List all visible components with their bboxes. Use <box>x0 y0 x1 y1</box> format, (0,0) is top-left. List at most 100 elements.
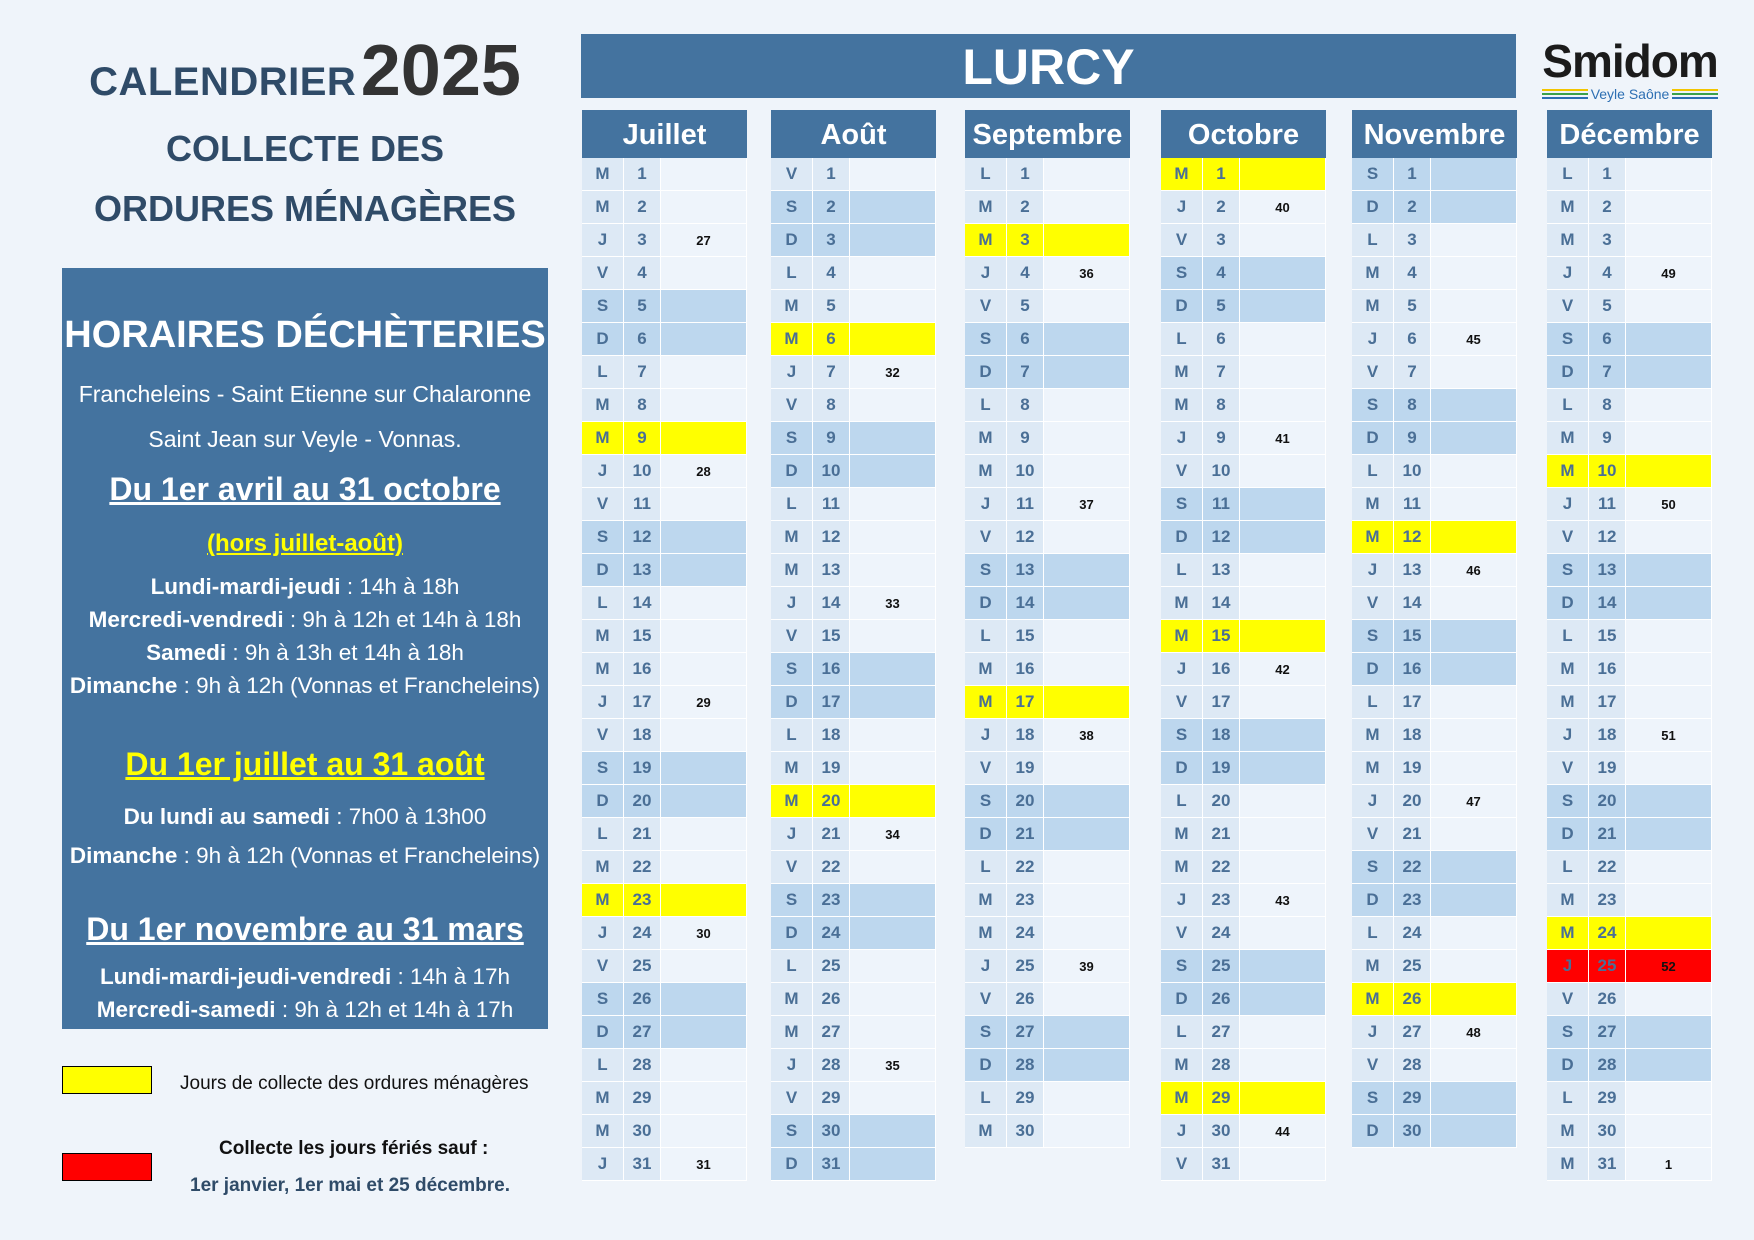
weekday-letter: D <box>582 554 624 587</box>
day-number: 27 <box>813 1016 850 1049</box>
week-number <box>1626 1049 1712 1082</box>
weekday-letter: J <box>771 818 813 851</box>
locations-line2: Saint Jean sur Veyle - Vonnas. <box>148 426 462 452</box>
day-row: D 13 <box>582 554 747 587</box>
week-number <box>661 752 747 785</box>
weekday-letter: V <box>1161 224 1203 257</box>
day-number: 12 <box>624 521 661 554</box>
day-row: J 11 37 <box>965 488 1130 521</box>
week-number <box>850 1148 936 1181</box>
week-number <box>1626 620 1712 653</box>
day-number: 1 <box>813 158 850 191</box>
week-number: 46 <box>1431 554 1517 587</box>
week-number: 40 <box>1240 191 1326 224</box>
day-number: 16 <box>1589 653 1626 686</box>
legend-collection-swatch <box>62 1066 152 1094</box>
week-number <box>1626 389 1712 422</box>
weekday-letter: L <box>771 950 813 983</box>
weekday-letter: M <box>582 620 624 653</box>
week-number <box>850 521 936 554</box>
day-number: 8 <box>1007 389 1044 422</box>
day-number: 25 <box>1394 950 1431 983</box>
weekday-letter: V <box>965 752 1007 785</box>
week-number <box>1431 191 1517 224</box>
day-row: L 10 <box>1352 455 1517 488</box>
week-number <box>661 521 747 554</box>
week-number <box>1044 587 1130 620</box>
day-row: V 22 <box>771 851 936 884</box>
weekday-letter: V <box>1161 686 1203 719</box>
day-row: D 10 <box>771 455 936 488</box>
week-number <box>1044 917 1130 950</box>
day-number: 15 <box>1203 620 1240 653</box>
day-number: 1 <box>1589 158 1626 191</box>
week-number <box>1240 323 1326 356</box>
period2-line: Dimanche : 9h à 12h (Vonnas et Franchele… <box>69 843 541 868</box>
day-row: S 18 <box>1161 719 1326 752</box>
legend-holiday-swatch <box>62 1153 152 1181</box>
day-row: J 24 30 <box>582 917 747 950</box>
day-row: V 26 <box>1547 983 1712 1016</box>
day-row: D 14 <box>965 587 1130 620</box>
week-number <box>1431 620 1517 653</box>
day-row: S 27 <box>1547 1016 1712 1049</box>
day-number: 27 <box>1203 1016 1240 1049</box>
weekday-letter: M <box>1547 191 1589 224</box>
day-row: S 19 <box>582 752 747 785</box>
month-5: Décembre L 1 M 2 M 3 J 4 49 V 5 S 6 D 7 L 8 M 9 M 10 J 11 50 V 12 S… <box>1547 110 1712 1181</box>
day-number: 4 <box>1203 257 1240 290</box>
legend-holiday-title: Collecte les jours fériés sauf : <box>219 1138 489 1159</box>
day-row: M 25 <box>1352 950 1517 983</box>
week-number <box>1044 884 1130 917</box>
week-number <box>661 422 747 455</box>
weekday-letter: V <box>771 158 813 191</box>
weekday-letter: M <box>965 686 1007 719</box>
day-number: 1 <box>1394 158 1431 191</box>
weekday-letter: M <box>965 422 1007 455</box>
week-number <box>661 323 747 356</box>
day-number: 3 <box>813 224 850 257</box>
week-number <box>1044 422 1130 455</box>
week-number <box>850 191 936 224</box>
day-number: 3 <box>1589 224 1626 257</box>
weekday-letter: M <box>771 323 813 356</box>
weekday-letter: M <box>1547 455 1589 488</box>
week-number <box>1626 422 1712 455</box>
day-number: 11 <box>1007 488 1044 521</box>
weekday-letter: J <box>1161 653 1203 686</box>
weekday-letter: S <box>582 521 624 554</box>
weekday-letter: D <box>1352 1115 1394 1148</box>
day-number: 9 <box>624 422 661 455</box>
day-number: 8 <box>1203 389 1240 422</box>
weekday-letter: L <box>1547 158 1589 191</box>
legend-collection-label: Jours de collecte des ordures ménagères <box>180 1073 529 1094</box>
weekday-letter: S <box>1352 389 1394 422</box>
week-number <box>1431 686 1517 719</box>
weekday-letter: D <box>1547 356 1589 389</box>
week-number <box>1626 191 1712 224</box>
day-number: 19 <box>1589 752 1626 785</box>
weekday-letter: S <box>582 752 624 785</box>
logo-tagline: Veyle Saône <box>1587 86 1673 102</box>
day-number: 24 <box>624 917 661 950</box>
week-number <box>1431 851 1517 884</box>
week-number: 34 <box>850 818 936 851</box>
period3-line: Lundi-mardi-jeudi-vendredi : 14h à 17h <box>99 964 511 989</box>
day-number: 8 <box>813 389 850 422</box>
day-row: L 29 <box>965 1082 1130 1115</box>
week-number <box>850 983 936 1016</box>
weekday-letter: M <box>965 884 1007 917</box>
day-number: 10 <box>624 455 661 488</box>
weekday-letter: M <box>1547 653 1589 686</box>
day-row: J 18 51 <box>1547 719 1712 752</box>
weekday-letter: M <box>1352 719 1394 752</box>
weekday-letter: L <box>1547 1082 1589 1115</box>
weekday-letter: M <box>771 290 813 323</box>
day-number: 7 <box>624 356 661 389</box>
